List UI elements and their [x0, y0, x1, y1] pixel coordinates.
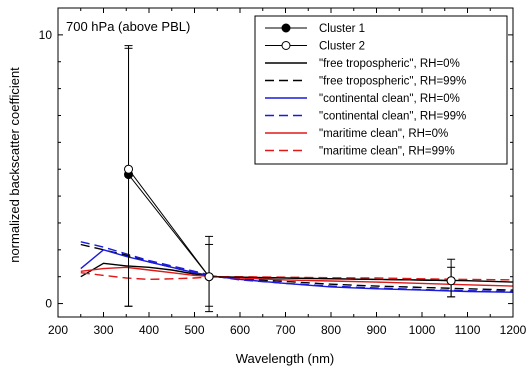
x-tick-label: 700	[275, 323, 295, 337]
x-tick-label: 1100	[455, 323, 481, 337]
x-tick-label: 300	[93, 323, 113, 337]
x-tick-label: 500	[184, 323, 204, 337]
x-tick-label: 600	[230, 323, 250, 337]
x-tick-label: 1000	[409, 323, 436, 337]
legend-cluster-1-label: Cluster 1	[319, 23, 365, 35]
legend-series-3-label: "continental clean", RH=0%	[319, 93, 460, 105]
series-line-4	[80, 241, 514, 293]
legend-series-2-label: "free tropospheric", RH=99%	[319, 76, 466, 88]
legend-series-1-label: "free tropospheric", RH=0%	[319, 58, 460, 70]
legend-series-4-label: "continental clean", RH=99%	[319, 111, 466, 123]
axis-ticks: 200 300 400 500 600 700 800 900 1000 1100 1200 0 10	[39, 8, 527, 337]
chart-annotation: 700 hPa (above PBL)	[66, 19, 190, 34]
y-axis-label: normalized backscatter coefficient	[7, 67, 22, 263]
x-tick-label: 900	[366, 323, 386, 337]
x-tick-label: 400	[139, 323, 159, 337]
series-line-2	[80, 243, 514, 291]
y-tick-label: 10	[39, 28, 53, 42]
y-tick-label: 0	[45, 297, 52, 311]
legend-cluster-2-marker	[281, 41, 291, 50]
cluster-2-line	[128, 168, 452, 282]
legend-series-6-label: "maritime clean", RH=99%	[319, 146, 455, 158]
legend-cluster-1-marker	[281, 23, 291, 33]
x-tick-label: 800	[321, 323, 341, 337]
legend: Cluster 1 Cluster 2 "free tropospheric", R…	[254, 15, 508, 165]
plot-layer	[80, 45, 514, 313]
cluster-2-marker	[204, 272, 214, 282]
x-tick-label: 200	[48, 323, 68, 337]
legend-box	[254, 15, 508, 165]
cluster-2-marker	[124, 164, 134, 174]
cluster-1-line	[128, 174, 452, 282]
x-tick-label: 1200	[500, 323, 527, 337]
cluster-2-marker	[446, 276, 456, 286]
legend-cluster-2-label: Cluster 2	[319, 41, 365, 53]
x-axis-label: Wavelength (nm)	[236, 351, 335, 366]
series-line-3	[80, 249, 514, 293]
legend-series-5-label: "maritime clean", RH=0%	[319, 128, 448, 140]
